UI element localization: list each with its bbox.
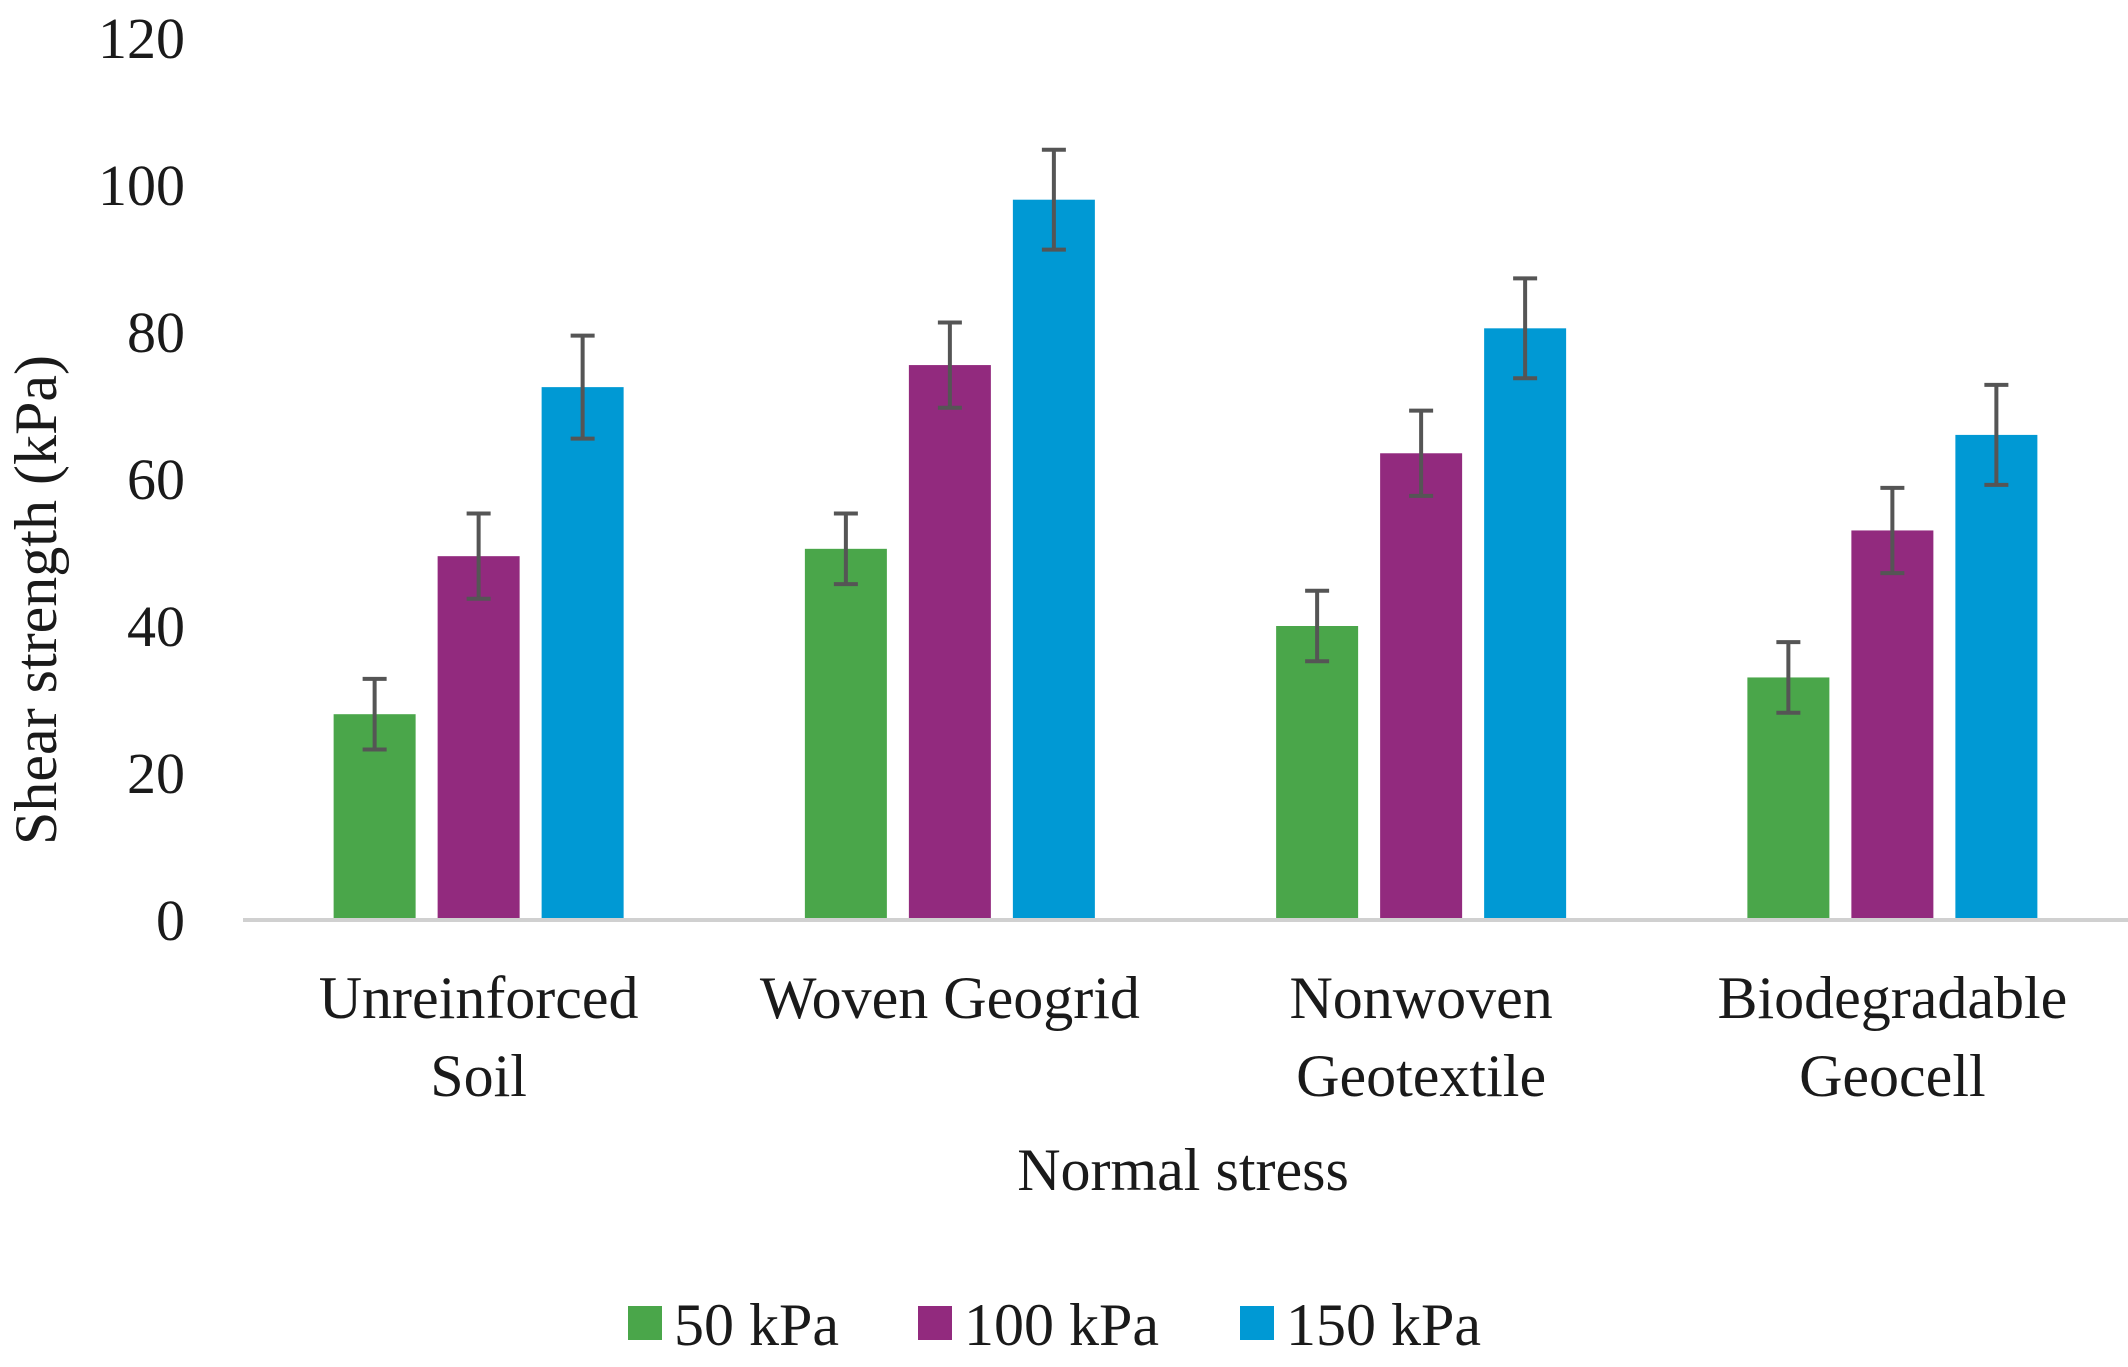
legend-label: 150 kPa (1286, 1292, 1481, 1358)
legend-item: 150 kPa (1240, 1292, 1481, 1358)
x-category-label: Nonwoven (1289, 965, 1552, 1031)
legend-item: 50 kPa (628, 1292, 839, 1358)
y-tick-label: 80 (127, 300, 185, 365)
y-tick-label: 100 (98, 153, 185, 218)
bar (541, 387, 624, 920)
legend-label: 50 kPa (674, 1292, 839, 1358)
error-bar (1409, 408, 1434, 498)
x-category-label: Geotextile (1296, 1043, 1546, 1109)
x-category-label: Soil (430, 1043, 527, 1109)
x-category-label: Woven Geogrid (760, 965, 1140, 1031)
bar (1012, 199, 1095, 920)
y-tick-label: 60 (127, 447, 185, 512)
legend-swatch (628, 1306, 662, 1340)
error-bar (1984, 382, 2009, 487)
legend-label: 100 kPa (964, 1292, 1159, 1358)
y-tick-label: 120 (98, 6, 185, 71)
bars (333, 199, 2038, 920)
error-bar (362, 676, 387, 752)
error-bar (1041, 147, 1066, 252)
bar (908, 365, 991, 920)
error-bar (833, 511, 858, 587)
legend-swatch (918, 1306, 952, 1340)
x-category-label: Biodegradable (1717, 965, 2067, 1031)
x-axis-title: Normal stress (1017, 1137, 1349, 1203)
error-bars (362, 147, 2009, 752)
x-category-label: Geocell (1799, 1043, 1986, 1109)
error-bar (466, 511, 491, 601)
error-bar (1776, 640, 1801, 715)
bar (1380, 453, 1463, 920)
y-tick-label: 40 (127, 594, 185, 659)
y-axis-title: Shear strength (kPa) (3, 355, 69, 845)
bar (437, 556, 520, 920)
error-bar (937, 320, 962, 410)
bar (804, 548, 887, 920)
legend-item: 100 kPa (918, 1292, 1159, 1358)
error-bar (570, 333, 595, 441)
bar (1747, 677, 1830, 920)
x-axis-categories: Unreinforced Soil Woven Geogrid Nonwoven Geo… (319, 965, 2068, 1109)
error-bar (1880, 485, 1905, 576)
bar (1955, 434, 2038, 920)
y-axis-ticks: 0 20 40 60 80 100 120 (98, 6, 185, 953)
bar (1851, 530, 1934, 920)
y-tick-label: 20 (127, 741, 185, 806)
error-bar (1513, 276, 1538, 381)
legend: 50 kPa 100 kPa 150 kPa (628, 1292, 1481, 1358)
legend-swatch (1240, 1306, 1274, 1340)
bar (1484, 328, 1567, 920)
y-tick-label: 0 (156, 888, 185, 953)
bar (1276, 626, 1359, 920)
error-bar (1305, 588, 1330, 664)
x-category-label: Unreinforced (319, 965, 639, 1031)
